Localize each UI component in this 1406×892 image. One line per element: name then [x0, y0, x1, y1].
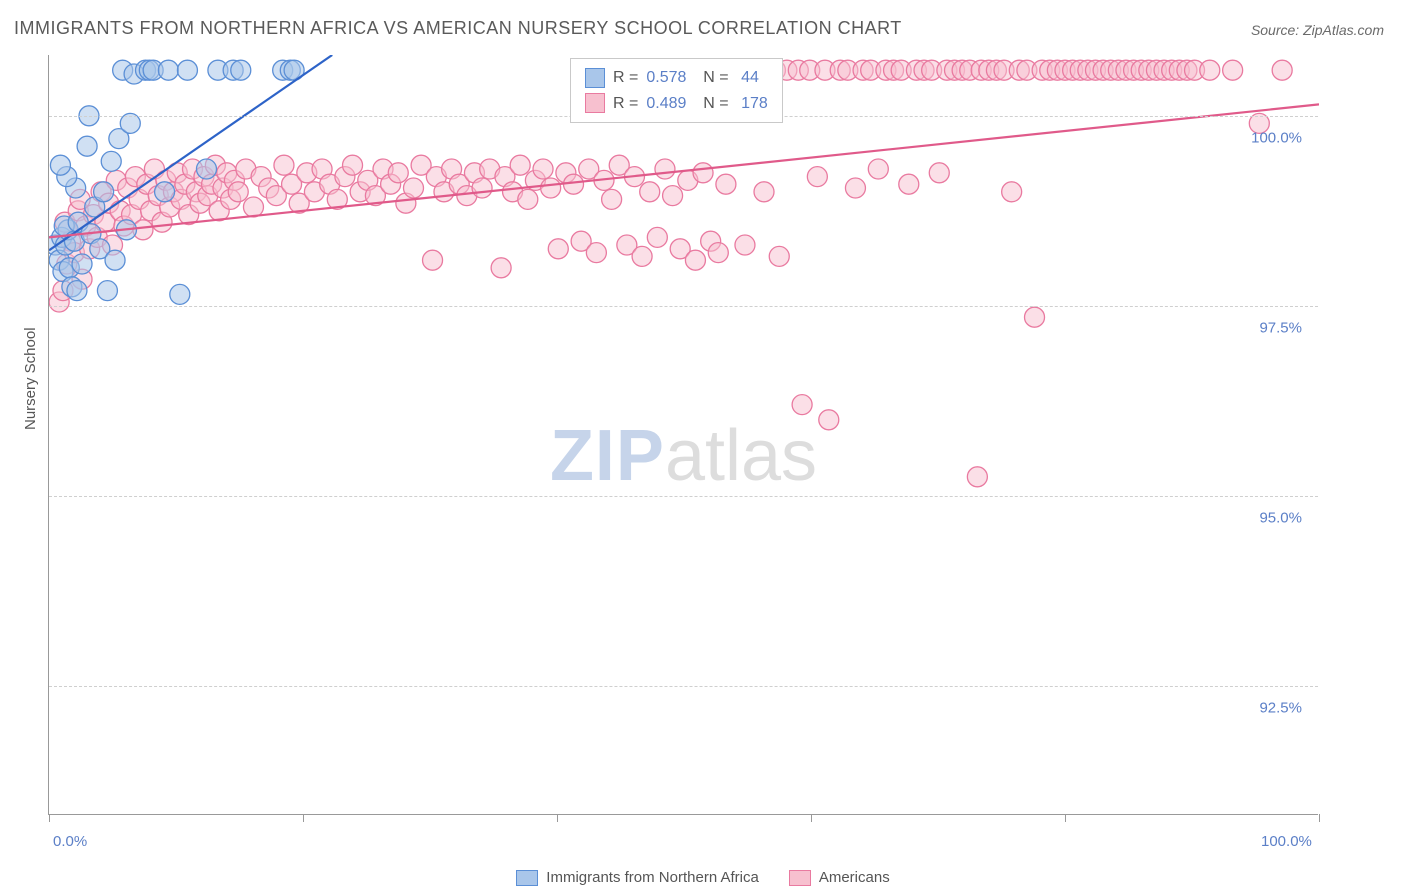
- data-point: [929, 163, 949, 183]
- x-tick: [49, 814, 50, 822]
- y-tick-label: 97.5%: [1259, 319, 1302, 336]
- data-point: [77, 136, 97, 156]
- data-point: [423, 250, 443, 270]
- legend-row: R = 0.489 N = 178: [585, 91, 768, 117]
- legend-n-label: N =: [694, 65, 728, 91]
- data-point: [1272, 60, 1292, 80]
- data-point: [155, 182, 175, 202]
- scatter-svg: [49, 55, 1319, 815]
- legend-r-value: 0.489: [646, 91, 686, 117]
- legend-swatch: [585, 93, 605, 113]
- data-point: [388, 163, 408, 183]
- data-point: [1223, 60, 1243, 80]
- data-point: [807, 167, 827, 187]
- y-tick-label: 100.0%: [1251, 129, 1302, 146]
- data-point: [792, 395, 812, 415]
- plot-area: ZIPatlas 92.5%95.0%97.5%100.0%0.0%100.0%: [48, 55, 1318, 815]
- chart-title: IMMIGRANTS FROM NORTHERN AFRICA VS AMERI…: [14, 18, 902, 39]
- y-axis-label: Nursery School: [22, 327, 39, 430]
- data-point: [769, 246, 789, 266]
- legend-swatch: [516, 870, 538, 886]
- data-point: [105, 250, 125, 270]
- legend-label: Americans: [819, 869, 890, 886]
- data-point: [231, 60, 251, 80]
- data-point: [819, 410, 839, 430]
- data-point: [632, 246, 652, 266]
- legend-r-label: R =: [613, 65, 638, 91]
- legend-swatch: [789, 870, 811, 886]
- legend-r-label: R =: [613, 91, 638, 117]
- data-point: [94, 182, 114, 202]
- gridline: [49, 686, 1318, 687]
- data-point: [196, 159, 216, 179]
- data-point: [491, 258, 511, 278]
- y-tick-label: 95.0%: [1259, 509, 1302, 526]
- data-point: [845, 178, 865, 198]
- x-tick: [811, 814, 812, 822]
- data-point: [655, 159, 675, 179]
- source-label: Source: ZipAtlas.com: [1251, 22, 1384, 38]
- y-tick-label: 92.5%: [1259, 699, 1302, 716]
- legend-n-value: 44: [737, 65, 759, 91]
- data-point: [1200, 60, 1220, 80]
- data-point: [647, 227, 667, 247]
- data-point: [685, 250, 705, 270]
- data-point: [967, 467, 987, 487]
- data-point: [101, 151, 121, 171]
- x-tick: [557, 814, 558, 822]
- stats-legend: R = 0.578 N = 44 R = 0.489 N = 178: [570, 58, 783, 123]
- legend-row: R = 0.578 N = 44: [585, 65, 768, 91]
- data-point: [97, 281, 117, 301]
- data-point: [735, 235, 755, 255]
- data-point: [1002, 182, 1022, 202]
- data-point: [663, 186, 683, 206]
- legend-swatch: [585, 68, 605, 88]
- data-point: [50, 155, 70, 175]
- bottom-legend-item: Americans: [789, 869, 890, 886]
- legend-n-label: N =: [694, 91, 728, 117]
- data-point: [640, 182, 660, 202]
- data-point: [708, 243, 728, 263]
- x-tick: [1319, 814, 1320, 822]
- gridline: [49, 306, 1318, 307]
- data-point: [177, 60, 197, 80]
- data-point: [72, 254, 92, 274]
- x-tick-label: 100.0%: [1261, 833, 1312, 850]
- data-point: [274, 155, 294, 175]
- data-point: [899, 174, 919, 194]
- data-point: [158, 60, 178, 80]
- data-point: [518, 189, 538, 209]
- data-point: [243, 197, 263, 217]
- data-point: [170, 284, 190, 304]
- bottom-legend: Immigrants from Northern Africa Americans: [0, 869, 1406, 886]
- x-tick-label: 0.0%: [53, 833, 87, 850]
- data-point: [868, 159, 888, 179]
- data-point: [754, 182, 774, 202]
- legend-label: Immigrants from Northern Africa: [546, 869, 759, 886]
- data-point: [548, 239, 568, 259]
- data-point: [693, 163, 713, 183]
- data-point: [228, 182, 248, 202]
- data-point: [510, 155, 530, 175]
- data-point: [1025, 307, 1045, 327]
- gridline: [49, 496, 1318, 497]
- data-point: [67, 281, 87, 301]
- legend-r-value: 0.578: [646, 65, 686, 91]
- data-point: [343, 155, 363, 175]
- bottom-legend-item: Immigrants from Northern Africa: [516, 869, 759, 886]
- x-tick: [1065, 814, 1066, 822]
- legend-n-value: 178: [737, 91, 768, 117]
- data-point: [533, 159, 553, 179]
- data-point: [541, 178, 561, 198]
- data-point: [586, 243, 606, 263]
- data-point: [403, 178, 423, 198]
- data-point: [716, 174, 736, 194]
- x-tick: [303, 814, 304, 822]
- data-point: [472, 178, 492, 198]
- data-point: [602, 189, 622, 209]
